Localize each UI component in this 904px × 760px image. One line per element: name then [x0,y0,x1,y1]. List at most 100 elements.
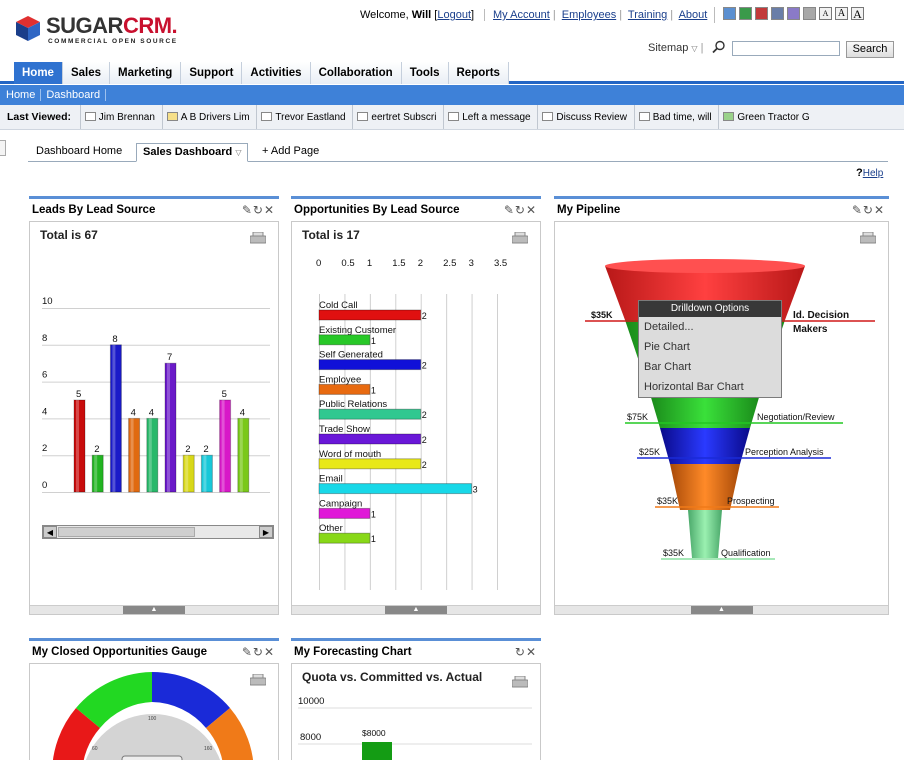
leads-bar [73,399,86,493]
theme-swatch-purple[interactable] [787,7,800,20]
funnel-stage-6 [688,510,722,558]
training-link[interactable]: Training [627,9,668,21]
chevron-up-icon[interactable]: ▲ [385,606,447,614]
last-viewed-item[interactable]: Left a message [443,105,534,129]
theme-swatch-slate[interactable] [771,7,784,20]
funnel-value-label: $35K [657,496,678,506]
tab-collaboration[interactable]: Collaboration [310,62,402,84]
help-link[interactable]: ?Help [856,167,884,179]
dashlet-controls[interactable]: ✎↻✕ [241,645,275,659]
module-tabs: Home Sales Marketing Support Activities … [0,62,904,84]
chevron-up-icon[interactable]: ▲ [690,606,753,614]
opps-category-label: Campaign [319,498,362,509]
opps-bar [318,334,371,346]
sitemap-menu[interactable]: Sitemap ▽ | [648,42,704,54]
lead-icon [261,112,273,121]
last-viewed-label: Last Viewed: [7,111,71,123]
logout-link[interactable]: Logout [437,9,472,21]
chart-scrollbar[interactable]: ◀ ▶ [42,525,274,539]
tab-activities[interactable]: Activities [242,62,311,84]
dashlet-controls[interactable]: ↻✕ [514,645,537,659]
print-icon[interactable] [250,232,266,244]
my-account-link[interactable]: My Account [493,9,550,21]
leads-data-label: 2 [185,444,190,455]
font-size-large[interactable]: A [851,7,864,20]
leads-bar-highlight [185,455,189,492]
tab-tools[interactable]: Tools [401,62,449,84]
search-input[interactable] [732,41,840,56]
scroll-right-icon[interactable]: ▶ [259,526,273,538]
dashlet-title: Leads By Lead Source ✎↻✕ [29,199,279,221]
tab-support[interactable]: Support [181,62,243,84]
dashlet-resize-bar[interactable]: ▲ [30,605,278,614]
drilldown-option-horizontal-bar[interactable]: Horizontal Bar Chart [644,381,744,393]
leads-bar [182,454,195,493]
dashlet-leads-by-lead-source: Leads By Lead Source ✎↻✕ Total is 67 0 2 4 6… [29,196,279,616]
leads-data-label: 2 [94,444,99,455]
dashlet-controls[interactable]: ✎↻✕ [241,203,275,217]
tab-dashboard-home[interactable]: Dashboard Home [36,145,123,157]
theme-swatch-red[interactable] [755,7,768,20]
gauge-tick-label: 60 [92,746,98,752]
leads-bar-chart: 0 2 4 6 8 10 5 2 8 4 4 7 2 2 5 4 [42,296,270,493]
leads-bar-highlight [148,418,152,492]
about-link[interactable]: About [678,9,708,21]
opps-x-tick: 1 [367,258,372,269]
subnav-home[interactable]: Home [6,89,42,101]
theme-swatch-gray[interactable] [803,7,816,20]
theme-swatch-green[interactable] [739,7,752,20]
funnel-stage-label: Qualification [721,548,771,558]
opps-bar [318,458,422,470]
sugarcrm-logo[interactable]: SUGARCRM. COMMERCIAL OPEN SOURCE [14,12,194,46]
tab-home[interactable]: Home [14,62,63,84]
funnel-stage-label: Perception Analysis [745,447,824,457]
last-viewed-item[interactable]: Trevor Eastland [256,105,349,129]
leads-data-label: 4 [131,407,136,418]
drilldown-option-pie[interactable]: Pie Chart [644,341,690,353]
scroll-thumb[interactable] [58,527,195,537]
chevron-up-icon[interactable]: ▲ [123,606,185,614]
opps-data-label: 2 [422,460,427,470]
opps-category-label: Employee [319,374,361,385]
dashlet-controls[interactable]: ✎↻✕ [503,203,537,217]
opps-data-label: 3 [473,485,478,495]
drilldown-option-bar[interactable]: Bar Chart [644,361,692,373]
last-viewed-item[interactable]: Bad time, will [633,105,716,129]
dashlet-resize-bar[interactable]: ▲ [292,605,540,614]
tab-marketing[interactable]: Marketing [110,62,182,84]
search-icon[interactable] [712,40,726,54]
leads-y-tick: 6 [42,370,47,381]
opps-category-label: Email [319,474,343,485]
last-viewed-item[interactable]: Jim Brennan [79,105,159,129]
opps-x-tick: 2.5 [443,258,456,269]
font-size-medium[interactable]: A [835,7,848,20]
theme-swatch-blue[interactable] [723,7,736,20]
employees-link[interactable]: Employees [561,9,617,21]
dashlet-controls[interactable]: ✎↻✕ [851,203,885,217]
opps-category-label: Cold Call [319,300,358,311]
last-viewed-item[interactable]: eertret Subscri [352,105,440,129]
print-icon[interactable] [250,674,266,686]
print-icon[interactable] [512,232,528,244]
last-viewed-item[interactable]: Discuss Review [537,105,631,129]
print-icon[interactable] [860,232,876,244]
tab-sales-dashboard[interactable]: Sales Dashboard ▽ [136,143,249,162]
dashboard-tabs: Dashboard Home Sales Dashboard ▽ + Add P… [28,140,888,162]
tab-reports[interactable]: Reports [448,62,509,84]
search-button[interactable]: Search [846,41,894,58]
dashlet-resize-bar[interactable]: ▲ [555,605,888,614]
last-viewed-item[interactable]: A B Drivers Lim [161,105,254,129]
last-viewed-item[interactable]: Green Tractor G [718,105,813,129]
leads-data-label: 5 [222,389,227,400]
scroll-left-icon[interactable]: ◀ [43,526,57,538]
tab-sales[interactable]: Sales [62,62,111,84]
add-page-button[interactable]: + Add Page [262,145,320,157]
drilldown-option-detailed[interactable]: Detailed... [644,321,694,333]
print-icon[interactable] [512,676,528,688]
subnav-dashboard[interactable]: Dashboard [46,89,107,101]
dashlet-forecasting-chart: My Forecasting Chart ↻✕ Quota vs. Committ… [291,638,541,760]
sidebar-collapse-handle[interactable] [0,140,6,156]
funnel-stage-3 [650,394,760,428]
font-size-small[interactable]: A [819,7,832,20]
leads-bar-highlight [76,400,79,492]
